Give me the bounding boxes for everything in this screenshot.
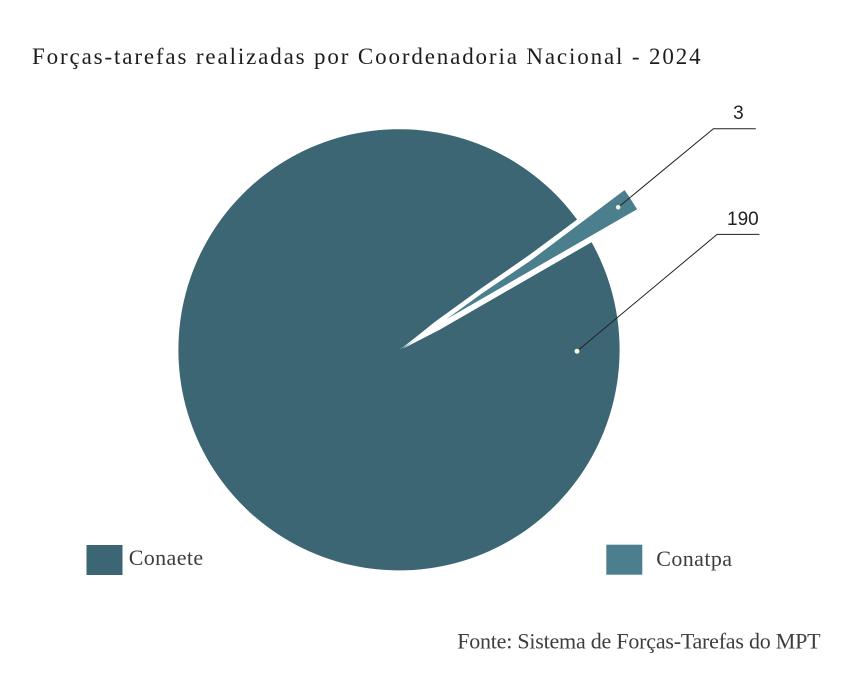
svg-text:3: 3 [733, 103, 744, 124]
svg-text:Conaete: Conaete [129, 545, 204, 570]
svg-text:190: 190 [727, 209, 759, 230]
svg-text:Fonte: Sistema de Forças-Taref: Fonte: Sistema de Forças-Tarefas do MPT [457, 629, 821, 654]
svg-text:Conatpa: Conatpa [656, 546, 732, 571]
